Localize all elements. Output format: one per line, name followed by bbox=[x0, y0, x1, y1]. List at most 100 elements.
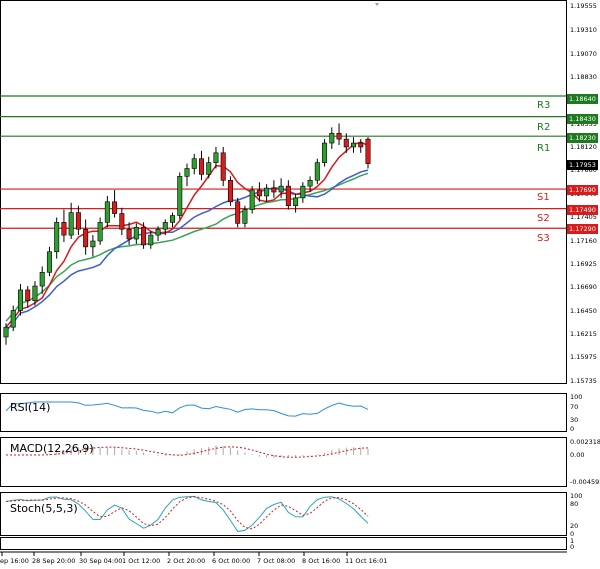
stoch-tick-20: 20 bbox=[570, 522, 579, 530]
moving-averages bbox=[5, 141, 369, 332]
time-tick-label: 28 Sep 20:00 bbox=[32, 557, 76, 565]
candle-body bbox=[97, 222, 103, 242]
candle-body bbox=[83, 228, 89, 248]
time-tick-label: 1 Oct 12:00 bbox=[122, 557, 161, 565]
price-tick-label: 1.18120 bbox=[570, 142, 597, 151]
time-tick-label: 8 Oct 16:00 bbox=[302, 557, 341, 565]
candle-body bbox=[133, 226, 139, 240]
candle-body bbox=[271, 187, 277, 193]
price-tick-label: 1.16690 bbox=[570, 283, 597, 291]
rsi-tick-30: 30 bbox=[570, 416, 579, 424]
candle-body bbox=[155, 228, 161, 236]
r3-price-tag: 1.18640 bbox=[567, 94, 598, 104]
candle-body bbox=[322, 142, 328, 163]
s3-price-tag: 1.17290 bbox=[567, 224, 598, 234]
candle-body bbox=[104, 201, 110, 223]
s1-label: S1 bbox=[537, 192, 550, 203]
candle-body bbox=[112, 201, 118, 214]
rsi-line bbox=[5, 401, 369, 417]
rsi-tick-70: 70 bbox=[570, 403, 579, 411]
candle-body bbox=[148, 234, 154, 246]
candle-body bbox=[17, 289, 23, 311]
candle-body bbox=[10, 310, 16, 328]
s2-price-tag: 1.17490 bbox=[567, 205, 598, 215]
r1-price-tag: 1.18230 bbox=[567, 133, 598, 143]
candle-body bbox=[46, 251, 52, 273]
scroll-marker-icon bbox=[375, 3, 379, 6]
time-tick-label: 2 Oct 20:00 bbox=[167, 557, 206, 565]
candle-body bbox=[162, 222, 168, 230]
candle-body bbox=[365, 138, 371, 164]
price-tick-label: 1.17160 bbox=[570, 236, 597, 245]
r2-label: R2 bbox=[537, 122, 551, 133]
current-price-tag: 1.17953 bbox=[567, 160, 598, 170]
candle-body bbox=[54, 222, 60, 253]
stoch-k-line bbox=[5, 495, 369, 532]
candle-body bbox=[285, 185, 291, 207]
candle-body bbox=[141, 226, 147, 246]
stoch-d-line bbox=[5, 496, 369, 530]
price-tick-label: 1.16450 bbox=[570, 306, 597, 315]
macd-signal-line bbox=[6, 446, 369, 458]
price-tick-label: 1.19310 bbox=[570, 26, 597, 35]
candle-body bbox=[278, 185, 284, 193]
candle-body bbox=[191, 158, 197, 169]
s2-label: S2 bbox=[537, 213, 550, 224]
macd-tick-top: 0.002318 bbox=[570, 438, 600, 446]
candle-body bbox=[293, 197, 299, 207]
macd-tick-zero: 0.00 bbox=[570, 451, 585, 459]
stoch-tick-100: 100 bbox=[570, 492, 583, 500]
candle-body bbox=[256, 189, 262, 197]
empty-tick-0: 0 bbox=[570, 543, 575, 551]
candle-body bbox=[329, 132, 335, 144]
ma-slow-line bbox=[5, 169, 369, 332]
candle-body bbox=[307, 179, 313, 187]
price-tick-label: 1.15975 bbox=[570, 353, 597, 362]
candle-body bbox=[314, 162, 320, 181]
r3-label: R3 bbox=[537, 100, 551, 111]
candles bbox=[3, 123, 371, 345]
candle-body bbox=[242, 209, 248, 224]
candle-body bbox=[336, 132, 342, 140]
candle-body bbox=[300, 185, 306, 199]
candle-body bbox=[206, 162, 212, 175]
candle-body bbox=[235, 201, 241, 224]
ma-fast-line bbox=[5, 141, 369, 328]
candle-body bbox=[90, 240, 96, 248]
macd-label: MACD(12,26,9) bbox=[10, 442, 94, 455]
candle-body bbox=[249, 189, 255, 210]
r1-label: R1 bbox=[537, 143, 551, 154]
pivot-levels bbox=[0, 95, 566, 229]
candle-body bbox=[198, 158, 204, 175]
candle-body bbox=[177, 176, 183, 216]
stoch-tick-80: 80 bbox=[570, 500, 579, 508]
candle-body bbox=[25, 289, 31, 302]
candle-body bbox=[220, 152, 226, 181]
s1-price-tag: 1.17690 bbox=[567, 185, 598, 195]
r2-price-tag: 1.18430 bbox=[567, 114, 598, 124]
candle-body bbox=[343, 138, 349, 148]
candle-body bbox=[68, 212, 74, 236]
s3-label: S3 bbox=[537, 233, 550, 244]
time-tick-label: ep 16:00 bbox=[0, 557, 29, 565]
time-tick-label: 7 Oct 08:00 bbox=[257, 557, 296, 565]
stoch-panel-frame bbox=[0, 492, 567, 536]
macd-panel-frame bbox=[0, 437, 567, 487]
candle-body bbox=[3, 326, 9, 338]
candle-body bbox=[184, 168, 190, 177]
rsi-label: RSI(14) bbox=[10, 401, 51, 414]
candle-body bbox=[213, 152, 219, 163]
candle-body bbox=[32, 285, 38, 302]
candle-body bbox=[227, 179, 233, 203]
candle-body bbox=[75, 212, 81, 230]
price-tick-label: 1.16215 bbox=[570, 329, 597, 338]
macd-tick-bottom: -0.004592 bbox=[570, 478, 600, 486]
price-tick-label: 1.18830 bbox=[570, 73, 597, 82]
candle-body bbox=[170, 215, 176, 223]
price-tick-label: 1.19070 bbox=[570, 49, 597, 58]
price-tick-label: 1.16925 bbox=[570, 259, 597, 268]
candle-body bbox=[264, 187, 270, 197]
candle-body bbox=[126, 228, 132, 240]
price-tick-label: 1.17880 bbox=[570, 166, 597, 175]
